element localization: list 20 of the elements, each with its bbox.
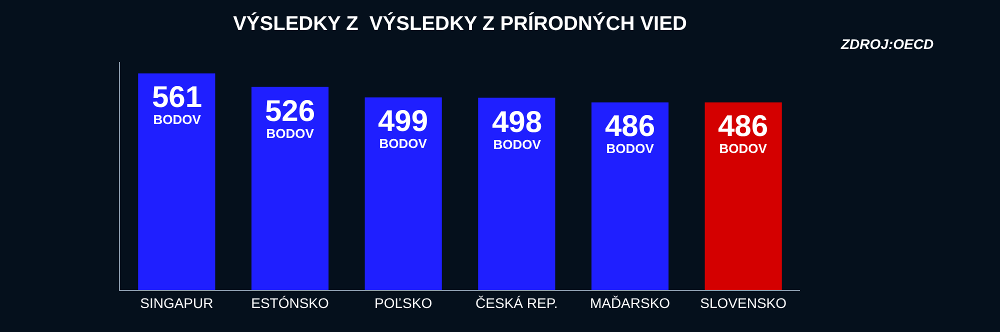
- text: ZDROJ:OECD: [840, 36, 934, 52]
- bar: [704, 102, 782, 290]
- bar: [251, 86, 329, 290]
- bar: [591, 102, 669, 290]
- bar: [138, 73, 216, 290]
- data-label: 499 BODOV: [378, 105, 428, 151]
- x-tick-label: ESTÓNSKO: [251, 294, 330, 311]
- bar: [364, 97, 442, 290]
- x-tick-label: MAĎARSKO: [590, 294, 670, 311]
- bar: [478, 98, 556, 290]
- x-tick-label: SLOVENSKO: [700, 294, 787, 311]
- x-tick-label: SINGAPUR: [140, 294, 214, 311]
- data-label: 498 BODOV: [492, 106, 542, 152]
- data-label: 561 BODOV: [152, 81, 202, 127]
- data-label: 486 BODOV: [605, 110, 656, 156]
- data-label: 486 BODOV: [718, 110, 768, 156]
- x-tick-label: ČESKÁ REP.: [476, 294, 558, 311]
- data-label: 526 BODOV: [265, 95, 316, 141]
- chart-title: VÝSLEDKY Z VÝSLEDKY Z PRÍRODNÝCH VIED: [233, 12, 687, 36]
- x-tick-label: POĽSKO: [374, 294, 432, 311]
